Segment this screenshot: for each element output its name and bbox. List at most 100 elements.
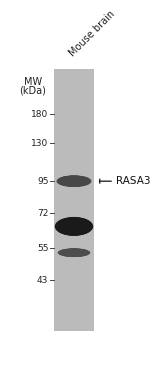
Ellipse shape	[64, 222, 84, 231]
Ellipse shape	[56, 218, 92, 235]
Ellipse shape	[67, 224, 81, 229]
Bar	[54, 69, 94, 332]
Ellipse shape	[66, 251, 82, 255]
Ellipse shape	[66, 251, 82, 255]
Ellipse shape	[68, 251, 80, 254]
Ellipse shape	[63, 250, 85, 255]
Ellipse shape	[67, 251, 81, 254]
Ellipse shape	[62, 177, 86, 185]
Ellipse shape	[68, 179, 80, 183]
Ellipse shape	[60, 249, 88, 257]
Ellipse shape	[55, 217, 93, 236]
Ellipse shape	[58, 176, 90, 186]
Text: Mouse brain: Mouse brain	[67, 9, 117, 59]
Ellipse shape	[65, 222, 83, 231]
Ellipse shape	[55, 217, 93, 236]
Ellipse shape	[66, 179, 82, 183]
Ellipse shape	[64, 178, 84, 185]
Ellipse shape	[60, 219, 88, 233]
Ellipse shape	[66, 179, 82, 184]
Ellipse shape	[61, 249, 87, 256]
Ellipse shape	[63, 178, 85, 185]
Ellipse shape	[60, 177, 87, 186]
Ellipse shape	[64, 250, 84, 255]
Ellipse shape	[63, 250, 85, 255]
Ellipse shape	[64, 250, 84, 255]
Text: MW: MW	[24, 77, 42, 87]
Ellipse shape	[57, 175, 91, 187]
Ellipse shape	[62, 221, 86, 232]
Ellipse shape	[57, 218, 92, 235]
Ellipse shape	[66, 222, 82, 230]
Ellipse shape	[65, 179, 83, 184]
Ellipse shape	[57, 175, 91, 187]
Ellipse shape	[67, 179, 81, 183]
Ellipse shape	[59, 219, 89, 233]
Ellipse shape	[59, 219, 89, 234]
Text: 95: 95	[37, 177, 48, 186]
Ellipse shape	[59, 249, 89, 257]
Ellipse shape	[65, 250, 83, 255]
Ellipse shape	[59, 176, 89, 186]
Ellipse shape	[67, 251, 81, 254]
Ellipse shape	[60, 220, 88, 233]
Ellipse shape	[64, 178, 84, 184]
Ellipse shape	[62, 221, 86, 232]
Ellipse shape	[66, 251, 81, 255]
Text: RASA3: RASA3	[116, 176, 150, 186]
Ellipse shape	[62, 249, 86, 256]
Text: 130: 130	[31, 139, 48, 148]
Ellipse shape	[58, 248, 90, 257]
Ellipse shape	[68, 251, 80, 254]
Ellipse shape	[61, 177, 87, 185]
Ellipse shape	[62, 249, 86, 256]
Ellipse shape	[60, 177, 88, 186]
Ellipse shape	[60, 249, 88, 256]
Ellipse shape	[58, 176, 90, 186]
Ellipse shape	[58, 219, 90, 234]
Ellipse shape	[59, 176, 89, 186]
Ellipse shape	[65, 222, 83, 230]
Ellipse shape	[68, 251, 80, 254]
Ellipse shape	[63, 221, 85, 232]
Text: 180: 180	[31, 110, 48, 119]
Ellipse shape	[61, 249, 87, 256]
Ellipse shape	[64, 250, 84, 255]
Ellipse shape	[57, 218, 91, 235]
Ellipse shape	[62, 177, 86, 185]
Ellipse shape	[60, 220, 88, 233]
Ellipse shape	[61, 220, 87, 233]
Ellipse shape	[58, 249, 90, 257]
Ellipse shape	[58, 219, 90, 234]
Ellipse shape	[59, 249, 89, 257]
Ellipse shape	[65, 178, 83, 184]
Text: 72: 72	[37, 209, 48, 218]
Ellipse shape	[60, 249, 88, 257]
Ellipse shape	[58, 248, 90, 257]
Ellipse shape	[64, 222, 84, 231]
Ellipse shape	[65, 251, 83, 255]
Text: 55: 55	[37, 244, 48, 253]
Ellipse shape	[66, 223, 82, 230]
Ellipse shape	[61, 249, 87, 256]
Ellipse shape	[66, 179, 82, 184]
Ellipse shape	[67, 223, 81, 230]
Ellipse shape	[65, 251, 83, 255]
Ellipse shape	[61, 220, 87, 232]
Ellipse shape	[68, 179, 80, 183]
Ellipse shape	[57, 175, 91, 187]
Text: 43: 43	[37, 276, 48, 285]
Ellipse shape	[63, 221, 85, 232]
Text: (kDa): (kDa)	[19, 86, 46, 96]
Ellipse shape	[57, 218, 91, 235]
Ellipse shape	[64, 178, 84, 184]
Ellipse shape	[63, 178, 85, 185]
Ellipse shape	[63, 221, 85, 231]
Ellipse shape	[58, 176, 89, 186]
Ellipse shape	[60, 177, 88, 186]
Ellipse shape	[62, 177, 86, 185]
Ellipse shape	[61, 177, 87, 185]
Ellipse shape	[66, 223, 82, 230]
Ellipse shape	[56, 218, 92, 235]
Ellipse shape	[62, 250, 86, 256]
